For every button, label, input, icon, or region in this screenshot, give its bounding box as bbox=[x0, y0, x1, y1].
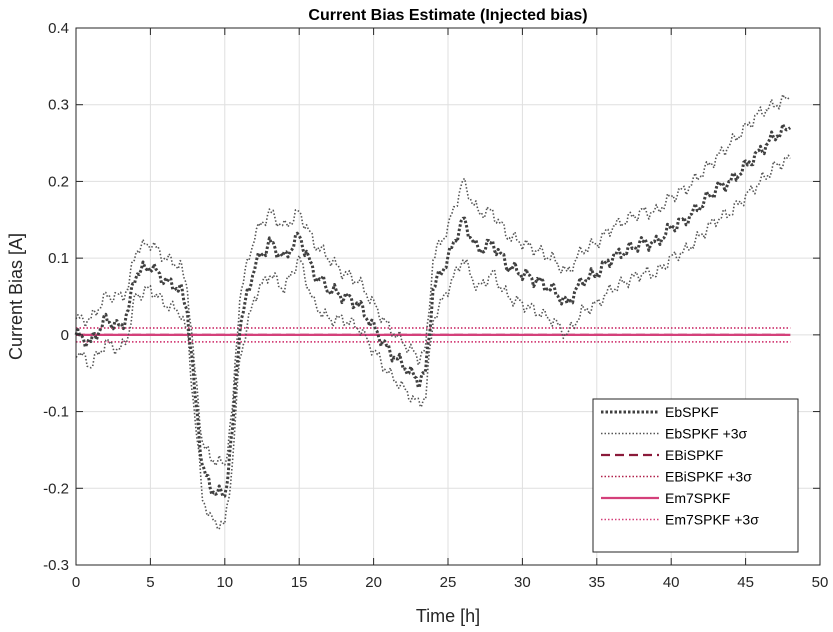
x-tick-label: 10 bbox=[216, 574, 233, 591]
x-axis-label: Time [h] bbox=[416, 606, 480, 626]
x-tick-label: 25 bbox=[440, 574, 457, 591]
x-tick-label: 20 bbox=[365, 574, 382, 591]
legend-label: EbSPKF +3σ bbox=[665, 426, 748, 442]
legend-box bbox=[592, 398, 799, 553]
y-tick-label: 0 bbox=[61, 327, 69, 344]
y-tick-label: 0.4 bbox=[48, 20, 69, 37]
y-tick-label: 0.2 bbox=[48, 173, 69, 190]
legend: EbSPKF EbSPKF +3σ EBiSPKF EBiSPKF +3σ Em7SPK… bbox=[592, 398, 799, 553]
x-tick-label: 15 bbox=[291, 574, 308, 591]
x-tick-label: 45 bbox=[737, 574, 754, 591]
y-tick-label: 0.3 bbox=[48, 97, 69, 114]
y-tick-label: -0.2 bbox=[43, 480, 69, 497]
series-1-line bbox=[74, 122, 792, 498]
y-tick-label: -0.3 bbox=[43, 557, 69, 574]
y-tick-label: -0.1 bbox=[43, 404, 69, 421]
x-tick-label: 35 bbox=[588, 574, 605, 591]
axis-ticks: 0 5 10 15 20 25 30 35 40 45 50 -0.3 -0.2 -0.1 0 0.1 0.2 0… bbox=[43, 20, 828, 591]
legend-label: EbSPKF bbox=[665, 404, 719, 420]
legend-label: Em7SPKF +3σ bbox=[665, 512, 759, 528]
legend-label: Em7SPKF bbox=[665, 490, 730, 506]
legend-entries: EbSPKF EbSPKF +3σ EBiSPKF EBiSPKF +3σ Em7SPK… bbox=[601, 404, 759, 528]
x-tick-label: 30 bbox=[514, 574, 531, 591]
series-2-upper-bound bbox=[75, 93, 791, 467]
x-tick-label: 40 bbox=[663, 574, 680, 591]
series-2-lower-bound bbox=[75, 154, 791, 530]
legend-label: EBiSPKF bbox=[665, 447, 723, 463]
x-tick-label: 5 bbox=[146, 574, 154, 591]
x-tick-label: 0 bbox=[72, 574, 80, 591]
series-lines bbox=[74, 93, 792, 530]
chart-title: Current Bias Estimate (Injected bias) bbox=[308, 7, 587, 24]
y-tick-label: 0.1 bbox=[48, 250, 69, 267]
legend-label: EBiSPKF +3σ bbox=[665, 469, 752, 485]
x-tick-label: 50 bbox=[812, 574, 829, 591]
y-axis-label: Current Bias [A] bbox=[6, 233, 26, 360]
